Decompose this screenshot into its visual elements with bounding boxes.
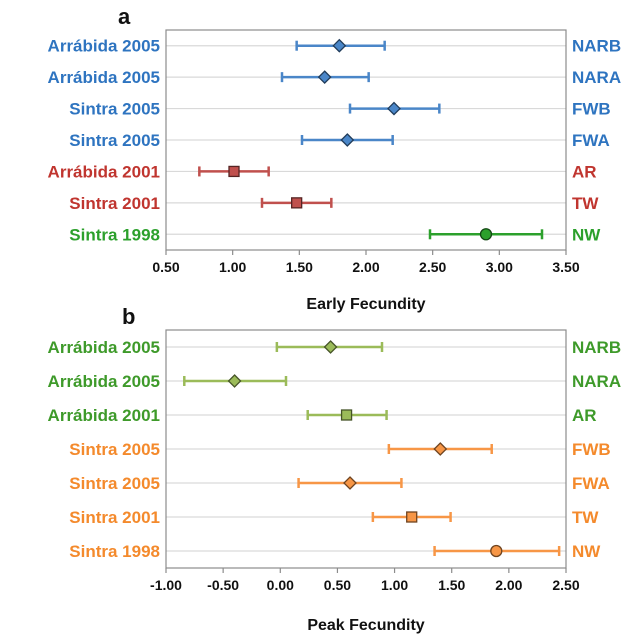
panel-a: a 0.50 1.00 1.50 2.00 2.50 3.00 3.50 Early Fecun… bbox=[48, 4, 622, 313]
panel-letter: b bbox=[122, 304, 135, 329]
row-label-left: Arrábida 2005 bbox=[48, 372, 160, 391]
x-tick-label: 3.00 bbox=[486, 259, 513, 275]
row-label-right: TW bbox=[572, 194, 599, 213]
row-label-right: TW bbox=[572, 508, 599, 527]
point-marker bbox=[317, 70, 332, 85]
point-marker bbox=[323, 340, 338, 354]
panel-letter: a bbox=[118, 4, 131, 29]
x-tick-label: 2.50 bbox=[419, 259, 446, 275]
point-marker bbox=[227, 374, 242, 388]
point-marker bbox=[340, 409, 353, 421]
row-label-right: AR bbox=[572, 162, 597, 181]
point-marker bbox=[479, 228, 493, 241]
row-label-left: Sintra 2005 bbox=[69, 100, 160, 119]
x-tick-label: 0.50 bbox=[152, 259, 179, 275]
row-label-left: Arrábida 2005 bbox=[48, 68, 160, 87]
x-tick-label: -1.00 bbox=[150, 577, 182, 593]
row-label-left: Sintra 1998 bbox=[69, 542, 160, 561]
row-label-left: Sintra 2005 bbox=[69, 474, 160, 493]
x-tick-label: 0.50 bbox=[324, 577, 351, 593]
point-marker bbox=[228, 165, 240, 178]
row-label-right: NARA bbox=[572, 68, 621, 87]
row-label-left: Arrábida 2001 bbox=[48, 162, 160, 181]
x-axis-title: Peak Fecundity bbox=[307, 617, 424, 634]
point-marker bbox=[291, 197, 303, 209]
x-tick-label: 1.50 bbox=[286, 259, 313, 275]
row-label-right: NARB bbox=[572, 338, 621, 357]
row-label-left: Sintra 2005 bbox=[69, 131, 160, 150]
x-tick-label: 1.00 bbox=[219, 259, 246, 275]
x-tick-label: 3.50 bbox=[552, 259, 579, 275]
row-label-right: NW bbox=[572, 542, 601, 561]
plot-frame bbox=[165, 329, 567, 569]
x-tick-label: 1.50 bbox=[438, 577, 465, 593]
x-tick-label: 1.00 bbox=[381, 577, 408, 593]
point-marker bbox=[490, 544, 503, 558]
row-label-right: FWB bbox=[572, 440, 611, 459]
panel-b: b -1.00 -0.50 0.00 0.50 1.00 1.50 2.00 2.50 Peak … bbox=[48, 304, 622, 634]
row-label-left: Sintra 2005 bbox=[69, 440, 160, 459]
x-tick-label: 2.00 bbox=[352, 259, 379, 275]
x-axis-title: Early Fecundity bbox=[306, 296, 425, 313]
point-marker bbox=[340, 133, 355, 147]
row-label-left: Sintra 2001 bbox=[69, 194, 160, 213]
row-label-right: AR bbox=[572, 406, 597, 425]
point-marker bbox=[332, 38, 347, 53]
x-tick-label: -0.50 bbox=[207, 577, 239, 593]
row-label-left: Sintra 1998 bbox=[69, 225, 160, 244]
row-label-right: NARB bbox=[572, 37, 621, 56]
point-marker bbox=[433, 442, 448, 456]
point-marker bbox=[406, 511, 418, 523]
row-label-right: FWB bbox=[572, 100, 611, 119]
row-label-left: Sintra 2001 bbox=[69, 508, 160, 527]
point-marker bbox=[343, 476, 357, 490]
point-marker bbox=[387, 101, 401, 116]
x-tick-label: 0.00 bbox=[267, 577, 294, 593]
row-label-left: Arrábida 2005 bbox=[48, 338, 160, 357]
row-label-right: FWA bbox=[572, 474, 610, 493]
row-label-left: Arrábida 2005 bbox=[48, 37, 160, 56]
row-label-right: NARA bbox=[572, 372, 621, 391]
row-label-right: FWA bbox=[572, 131, 610, 150]
x-tick-label: 2.50 bbox=[552, 577, 579, 593]
row-label-left: Arrábida 2001 bbox=[48, 406, 160, 425]
x-tick-label: 2.00 bbox=[495, 577, 522, 593]
row-label-right: NW bbox=[572, 225, 601, 244]
